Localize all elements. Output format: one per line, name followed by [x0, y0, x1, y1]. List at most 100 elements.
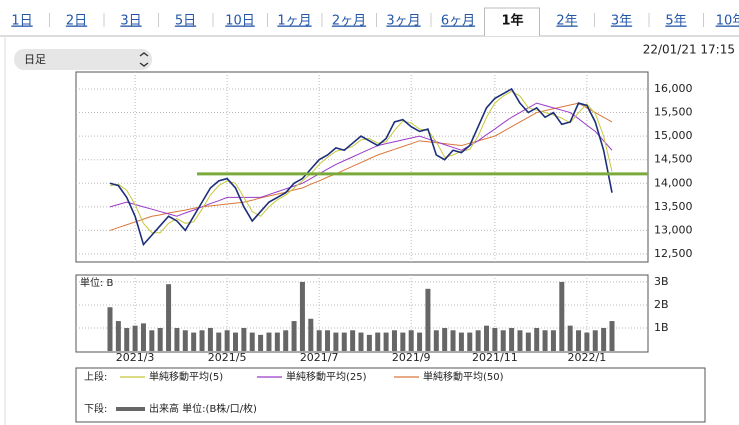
tab-selected-frame	[484, 7, 540, 36]
tab[interactable]: 1年	[501, 13, 523, 29]
volume-bar	[559, 281, 565, 351]
legend-label: 単純移動平均(50)	[423, 370, 504, 383]
tab[interactable]: 6ヶ月	[441, 14, 475, 29]
volume-bar	[233, 332, 238, 351]
volume-bar	[325, 330, 331, 351]
volume-bar	[567, 325, 573, 351]
select-value: 日足	[24, 53, 46, 66]
volume-bar	[450, 330, 456, 351]
volume-bar	[224, 330, 230, 351]
timestamp: 22/01/21 17:15	[643, 43, 735, 57]
tab[interactable]: 2年	[556, 14, 577, 29]
tab[interactable]: 3年	[611, 14, 632, 29]
x-tick-label: 2021/11	[472, 351, 518, 364]
volume-bar	[216, 332, 222, 351]
volume-bar	[375, 332, 381, 351]
legend-label: 単純移動平均(5)	[149, 370, 223, 383]
price-line	[109, 87, 613, 247]
volume-bar	[132, 325, 138, 351]
tab[interactable]: 1日	[11, 14, 32, 29]
volume-bar	[191, 332, 197, 351]
y-tick-label: 2B	[654, 298, 669, 311]
volume-bar	[241, 327, 247, 351]
volume-bar	[366, 334, 372, 351]
volume-bar	[601, 327, 607, 351]
volume-bar	[417, 332, 423, 351]
tab[interactable]: 5日	[175, 14, 196, 29]
volume-bar	[475, 330, 481, 351]
volume-bar	[182, 330, 188, 351]
ma-line	[109, 90, 613, 234]
volume-bar	[458, 332, 464, 351]
volume-bar	[484, 325, 489, 351]
volume-bar	[425, 288, 431, 351]
volume-bar	[383, 332, 389, 351]
legend-label: 単純移動平均(25)	[286, 370, 367, 383]
volume-bar	[433, 330, 439, 351]
volume-bar	[149, 330, 155, 351]
volume-bar	[525, 332, 531, 351]
volume-bar	[166, 284, 172, 351]
tab[interactable]: 2日	[66, 14, 87, 29]
x-tick-label: 2021/3	[116, 351, 155, 364]
x-tick-label: 2021/9	[392, 351, 431, 364]
volume-bar	[492, 327, 498, 351]
y-tick-label: 14,500	[654, 153, 693, 166]
legend-title: 下段:	[84, 402, 107, 415]
y-tick-label: 15,000	[654, 129, 693, 142]
x-tick-label: 2021/5	[208, 351, 247, 364]
tab[interactable]: 10年	[716, 14, 739, 29]
y-tick-label: 16,000	[654, 82, 693, 95]
volume-bar	[316, 330, 322, 351]
volume-bar	[517, 330, 523, 351]
volume-bar	[115, 321, 121, 351]
volume-bar	[266, 332, 272, 351]
tab[interactable]: 3日	[120, 14, 141, 29]
volume-bar	[157, 327, 163, 351]
tab[interactable]: 1ヶ月	[277, 14, 311, 29]
volume-frame	[75, 274, 649, 353]
range-select[interactable]	[14, 49, 152, 70]
volume-bar	[400, 332, 406, 351]
ma-line	[109, 102, 613, 231]
volume-bar	[291, 321, 297, 351]
tab[interactable]: 10日	[225, 14, 255, 29]
y-tick-label: 13,000	[654, 223, 693, 236]
volume-bar	[408, 330, 414, 351]
volume-bar	[249, 332, 255, 351]
plot: 12,500 13,000 13,500 14,000 14,500 15,000 15,5…	[76, 72, 693, 415]
volume-bar	[308, 318, 314, 351]
y-tick-label: 12,500	[654, 247, 693, 260]
volume-bar	[442, 327, 448, 351]
tab[interactable]: 5年	[665, 14, 686, 29]
tab[interactable]: 2ヶ月	[332, 14, 366, 29]
volume-bar	[592, 330, 598, 351]
select-icon	[139, 52, 149, 67]
tab[interactable]: 3ヶ月	[386, 14, 420, 29]
volume-bar	[509, 327, 515, 351]
volume-bar	[584, 332, 590, 351]
volume-bar	[107, 307, 113, 351]
volume-bar	[299, 281, 305, 351]
volume-bar	[391, 330, 397, 351]
volume-bar	[341, 332, 347, 351]
x-tick-label: 2022/1	[568, 351, 607, 364]
volume-bar	[550, 330, 556, 351]
volume-bar	[274, 332, 280, 351]
volume-bar	[576, 330, 582, 351]
volume-bar	[140, 323, 146, 351]
y-tick-label: 14,000	[654, 176, 693, 189]
volume-bar	[258, 334, 264, 351]
volume-bar	[358, 332, 364, 351]
legend-title: 上段:	[84, 370, 107, 383]
y-tick-label: 1B	[654, 321, 669, 334]
volume-bar	[199, 330, 205, 351]
volume-bar	[174, 327, 180, 351]
volume-bar	[500, 330, 506, 351]
y-tick-label: 3B	[654, 275, 669, 288]
volume-bar	[534, 327, 540, 351]
price-frame	[75, 71, 649, 263]
tab-bar: 1日 2日 3日 5日 10日 1ヶ月 2ヶ月 3ヶ月 6ヶ月 1年 2年 3年 5年 10年	[11, 7, 739, 36]
